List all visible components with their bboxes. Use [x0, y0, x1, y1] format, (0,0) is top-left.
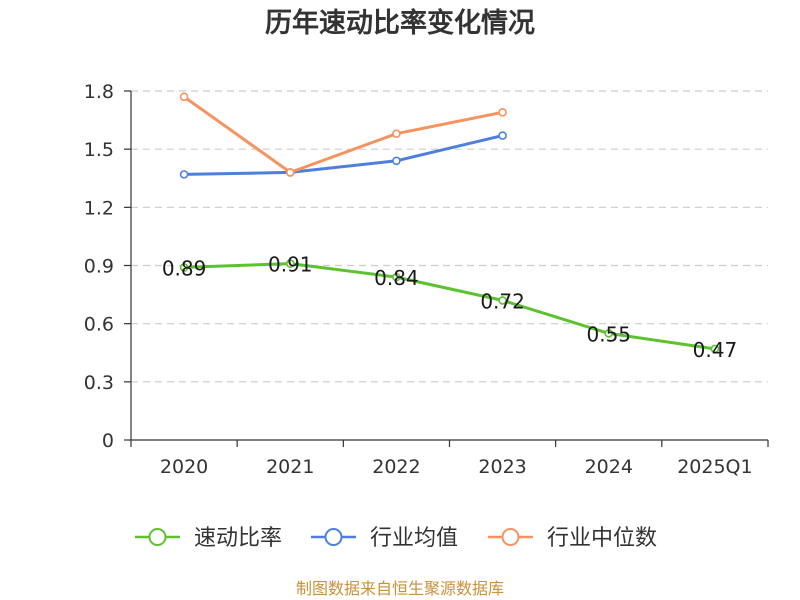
data-point: [498, 131, 507, 140]
data-label: 0.55: [586, 322, 631, 346]
legend-marker-icon: [501, 528, 520, 546]
series-line: [182, 95, 505, 174]
series-line: [182, 134, 505, 176]
data-point: [179, 92, 189, 102]
data-point: [710, 344, 720, 354]
legend-marker-icon: [324, 528, 343, 546]
legend-item[interactable]: 行业中位数: [488, 526, 657, 551]
legend-label: 行业中位数: [547, 526, 657, 551]
data-point: [179, 170, 189, 179]
data-point: [392, 272, 401, 282]
y-tick-label: 0.3: [84, 372, 114, 394]
y-tick-label: 0.6: [84, 314, 114, 336]
data-labels: 0.89 0.91 0.84 0.72 0.55 0.47: [162, 253, 737, 362]
x-tick-label: 2023: [478, 456, 526, 478]
y-tick-label: 0: [102, 430, 114, 452]
data-point: [498, 108, 507, 117]
y-tick-label: 1.5: [84, 139, 114, 161]
x-tick-label: 2024: [585, 456, 633, 478]
legend: 速动比率 行业均值 行业中位数: [135, 526, 657, 551]
x-tick-label: 2022: [372, 456, 420, 478]
data-point: [285, 259, 295, 268]
x-tick-label: 2020: [160, 456, 208, 478]
legend-label: 速动比率: [194, 526, 282, 551]
legend-marker-icon: [148, 528, 167, 546]
data-point: [285, 168, 295, 177]
series-group: [179, 92, 720, 354]
y-tick-label: 1.8: [84, 81, 114, 103]
legend-item[interactable]: 速动比率: [135, 526, 282, 551]
data-label: 0.47: [693, 338, 738, 362]
x-tick-label: 2025Q1: [677, 456, 752, 478]
data-point: [498, 296, 507, 305]
data-label: 0.84: [374, 266, 419, 290]
legend-label: 行业均值: [370, 526, 458, 551]
axes: 0 0.3 0.6 0.9 1.2 1.5 1.8 2020 2021 2022 2023 2024 2…: [84, 81, 769, 478]
gridlines: [131, 90, 768, 383]
data-label: 0.72: [480, 289, 525, 313]
data-point: [392, 129, 401, 138]
y-tick-label: 0.9: [84, 256, 114, 278]
data-point: [392, 156, 401, 166]
y-tick-label: 1.2: [84, 197, 114, 219]
legend-item[interactable]: 行业均值: [311, 526, 458, 551]
x-tick-label: 2021: [266, 456, 314, 478]
series-line: [182, 262, 717, 351]
data-point: [179, 263, 189, 272]
data-point: [604, 329, 614, 338]
data-label: 0.89: [162, 256, 207, 280]
data-label: 0.91: [268, 253, 313, 277]
footer-source: 制图数据来自恒生聚源数据库: [296, 579, 504, 598]
chart-title: 历年速动比率变化情况: [265, 7, 535, 39]
